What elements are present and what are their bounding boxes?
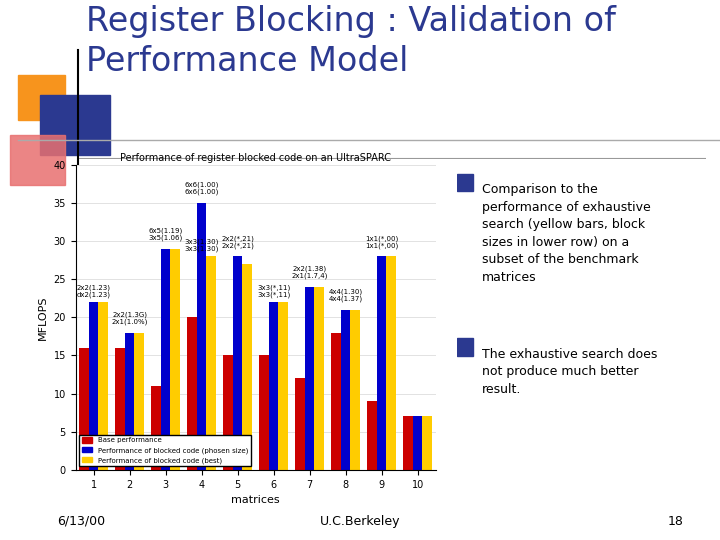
Text: 6/13/00: 6/13/00 xyxy=(58,515,106,528)
Bar xyxy=(171,248,180,470)
Bar xyxy=(457,173,473,191)
Bar xyxy=(207,256,216,470)
Bar xyxy=(387,256,396,470)
Text: 2x2(*,21)
2x2(*,21): 2x2(*,21) 2x2(*,21) xyxy=(221,235,254,248)
Bar xyxy=(457,338,473,356)
Text: 6x6(1.00)
6x6(1.00): 6x6(1.00) 6x6(1.00) xyxy=(184,181,219,195)
Legend: Base performance, Performance of blocked code (phosen size), Performance of bloc: Base performance, Performance of blocked… xyxy=(79,435,251,467)
Bar xyxy=(269,302,279,470)
Bar xyxy=(125,333,135,470)
Title: Performance of register blocked code on an UltraSPARC: Performance of register blocked code on … xyxy=(120,152,391,163)
Bar xyxy=(243,264,252,470)
Bar xyxy=(295,378,305,470)
Bar xyxy=(151,386,161,470)
Bar xyxy=(367,401,377,470)
Bar xyxy=(161,248,171,470)
Bar xyxy=(413,416,423,470)
Bar xyxy=(40,95,110,155)
Bar xyxy=(79,348,89,470)
Bar xyxy=(197,203,207,470)
Text: 2x2(1.23)
dx2(1.23): 2x2(1.23) dx2(1.23) xyxy=(76,285,111,298)
Bar xyxy=(187,317,197,470)
Text: 6x5(1.19)
3x5(1.06): 6x5(1.19) 3x5(1.06) xyxy=(148,227,183,241)
Bar xyxy=(259,355,269,470)
Bar xyxy=(351,309,360,470)
Bar xyxy=(341,309,351,470)
Text: Register Blocking : Validation of
Performance Model: Register Blocking : Validation of Perfor… xyxy=(86,5,616,78)
Bar xyxy=(115,348,125,470)
Text: Comparison to the
performance of exhaustive
search (yellow bars, block
sizes in : Comparison to the performance of exhaust… xyxy=(482,183,651,284)
Text: The exhaustive search does
not produce much better
result.: The exhaustive search does not produce m… xyxy=(482,348,657,396)
Bar xyxy=(315,287,324,470)
Bar xyxy=(89,302,99,470)
Text: 18: 18 xyxy=(668,515,684,528)
Text: U.C.Berkeley: U.C.Berkeley xyxy=(320,515,400,528)
Text: 3x3(1.30)
3x3(1.30): 3x3(1.30) 3x3(1.30) xyxy=(184,239,219,252)
Bar xyxy=(233,256,243,470)
Bar xyxy=(18,75,65,120)
X-axis label: matrices: matrices xyxy=(231,495,280,505)
Text: 2x2(1.38)
2x1(1.7,4): 2x2(1.38) 2x1(1.7,4) xyxy=(292,266,328,279)
Bar xyxy=(403,416,413,470)
Bar xyxy=(223,355,233,470)
Bar xyxy=(423,416,432,470)
Y-axis label: MFLOPS: MFLOPS xyxy=(38,295,48,340)
Text: 3x3(*,11)
3x3(*,11): 3x3(*,11) 3x3(*,11) xyxy=(257,285,290,298)
Bar xyxy=(10,135,65,185)
Text: 2x2(1.3G)
2x1(1.0%): 2x2(1.3G) 2x1(1.0%) xyxy=(112,312,148,325)
Bar xyxy=(305,287,315,470)
Text: 4x4(1.30)
4x4(1.37): 4x4(1.30) 4x4(1.37) xyxy=(328,288,363,302)
Bar xyxy=(135,333,144,470)
Bar xyxy=(99,302,108,470)
Text: 1x1(*,00)
1x1(*,00): 1x1(*,00) 1x1(*,00) xyxy=(365,235,398,248)
Bar xyxy=(331,333,341,470)
Bar xyxy=(279,302,288,470)
Bar xyxy=(377,256,387,470)
